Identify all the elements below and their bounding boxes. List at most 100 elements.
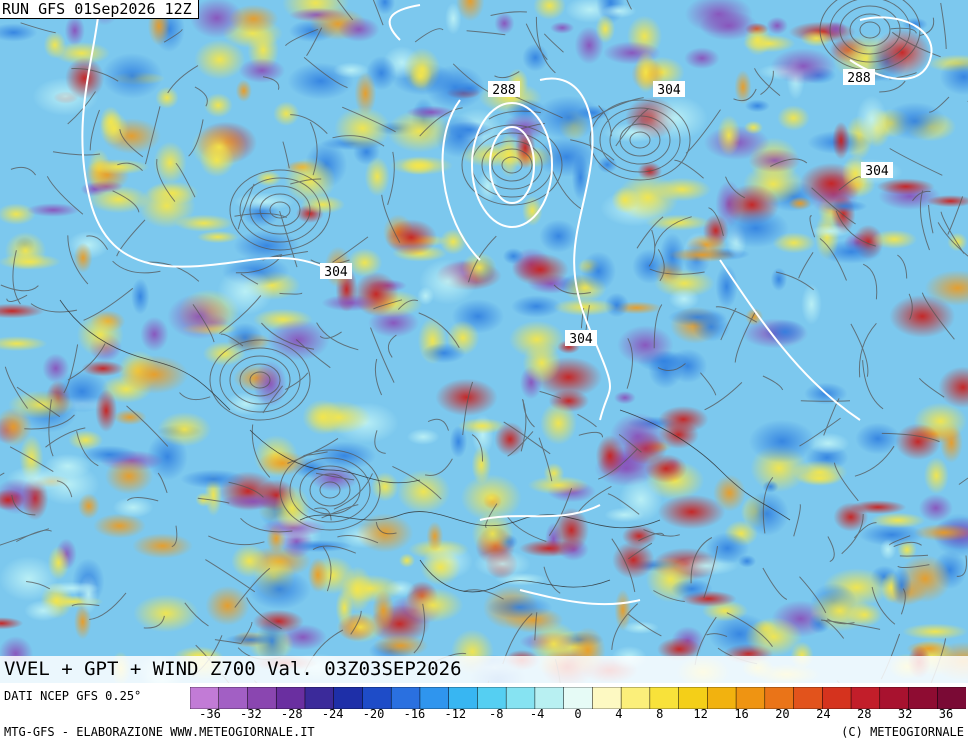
streamline bbox=[760, 70, 774, 96]
vvel-patch bbox=[550, 21, 575, 34]
streamline bbox=[826, 618, 855, 625]
streamline bbox=[891, 31, 941, 58]
legend-tick-label: 28 bbox=[856, 707, 872, 721]
vvel-patch bbox=[439, 228, 467, 255]
streamline bbox=[648, 229, 656, 267]
vvel-patch bbox=[132, 533, 193, 559]
vvel-patch bbox=[876, 178, 935, 195]
streamline bbox=[871, 586, 896, 625]
vvel-patch bbox=[923, 457, 949, 495]
streamline bbox=[370, 327, 395, 383]
streamline bbox=[578, 431, 604, 438]
vvel-patch bbox=[657, 494, 726, 530]
vvel-patch bbox=[705, 532, 750, 565]
vvel-patch bbox=[717, 115, 741, 156]
vvel-patch bbox=[486, 595, 553, 620]
vvel-patch bbox=[938, 366, 968, 409]
streamline bbox=[48, 399, 54, 457]
vvel-patch bbox=[402, 588, 464, 623]
streamline bbox=[704, 382, 743, 411]
streamline bbox=[262, 76, 280, 90]
vvel-patch bbox=[744, 99, 770, 113]
legend-swatch bbox=[879, 687, 910, 709]
run-label: RUN GFS 01Sep2026 12Z bbox=[0, 0, 199, 19]
legend-tick-label: 8 bbox=[656, 707, 664, 721]
vvel-patch bbox=[284, 157, 336, 204]
legend-swatch bbox=[190, 687, 220, 709]
vvel-patch bbox=[205, 585, 250, 626]
streamline bbox=[11, 494, 36, 516]
streamline bbox=[653, 590, 685, 602]
vvel-patch bbox=[248, 569, 311, 610]
vvel-patch bbox=[715, 264, 738, 309]
vvel-patch bbox=[889, 294, 956, 338]
vvel-patch bbox=[238, 58, 286, 84]
streamline bbox=[20, 22, 56, 34]
vortex-streamline bbox=[609, 115, 671, 165]
streamline bbox=[879, 80, 906, 93]
streamline bbox=[374, 358, 383, 396]
color-legend-bar bbox=[190, 687, 966, 709]
vvel-patch bbox=[157, 412, 212, 447]
vvel-patch bbox=[873, 28, 931, 77]
streamline bbox=[220, 333, 244, 347]
vvel-patch bbox=[846, 602, 883, 627]
vvel-patch bbox=[406, 428, 440, 445]
vvel-patch bbox=[895, 423, 941, 461]
streamline bbox=[63, 344, 79, 394]
streamline bbox=[117, 162, 143, 172]
vvel-patch bbox=[748, 419, 816, 463]
streamline bbox=[940, 211, 965, 254]
streamline bbox=[342, 106, 396, 133]
vvel-patch bbox=[871, 229, 918, 249]
vortex-streamline bbox=[501, 156, 523, 174]
vortex-streamline bbox=[239, 177, 321, 243]
vvel-patch bbox=[522, 43, 549, 72]
streamline bbox=[156, 158, 176, 202]
vvel-patch bbox=[879, 539, 897, 560]
vortex-streamline bbox=[859, 21, 881, 39]
streamline bbox=[580, 307, 585, 329]
legend-swatch bbox=[304, 687, 335, 709]
vvel-patch bbox=[233, 230, 300, 262]
streamline bbox=[570, 139, 615, 161]
svg-text:304: 304 bbox=[865, 164, 889, 179]
streamline bbox=[908, 293, 913, 320]
vvel-patch bbox=[398, 553, 416, 568]
streamline bbox=[16, 386, 61, 418]
streamline bbox=[793, 504, 801, 537]
streamline bbox=[0, 472, 5, 477]
streamline bbox=[799, 417, 841, 447]
vortex-streamline bbox=[599, 107, 681, 173]
vvel-patch bbox=[614, 589, 632, 631]
vvel-patch bbox=[306, 400, 371, 434]
legend-tick-label: 24 bbox=[816, 707, 831, 721]
streamline bbox=[316, 322, 359, 351]
vvel-patch bbox=[498, 133, 520, 178]
streamline bbox=[285, 28, 319, 46]
streamline bbox=[506, 515, 547, 542]
vortex-streamline bbox=[461, 124, 563, 206]
streamline bbox=[535, 16, 556, 74]
streamline bbox=[336, 0, 354, 21]
streamline bbox=[488, 110, 541, 120]
vortex-streamline bbox=[309, 473, 351, 507]
vvel-patch bbox=[849, 500, 907, 515]
streamline bbox=[862, 360, 884, 410]
vortex-streamline bbox=[849, 13, 891, 47]
vvel-patch bbox=[420, 549, 461, 586]
streamline bbox=[543, 33, 564, 53]
streamline bbox=[551, 169, 583, 211]
vvel-patch bbox=[87, 159, 150, 175]
vvel-patch bbox=[595, 14, 616, 44]
vvel-patch bbox=[742, 34, 796, 53]
vvel-patch bbox=[81, 445, 138, 464]
vvel-patch bbox=[273, 101, 300, 126]
streamline bbox=[690, 537, 713, 584]
streamline bbox=[720, 307, 737, 341]
streamline bbox=[12, 250, 21, 305]
streamline bbox=[116, 219, 146, 257]
streamline bbox=[290, 114, 328, 134]
legend-tick-label: -28 bbox=[280, 707, 303, 721]
vvel-patch bbox=[224, 633, 276, 646]
